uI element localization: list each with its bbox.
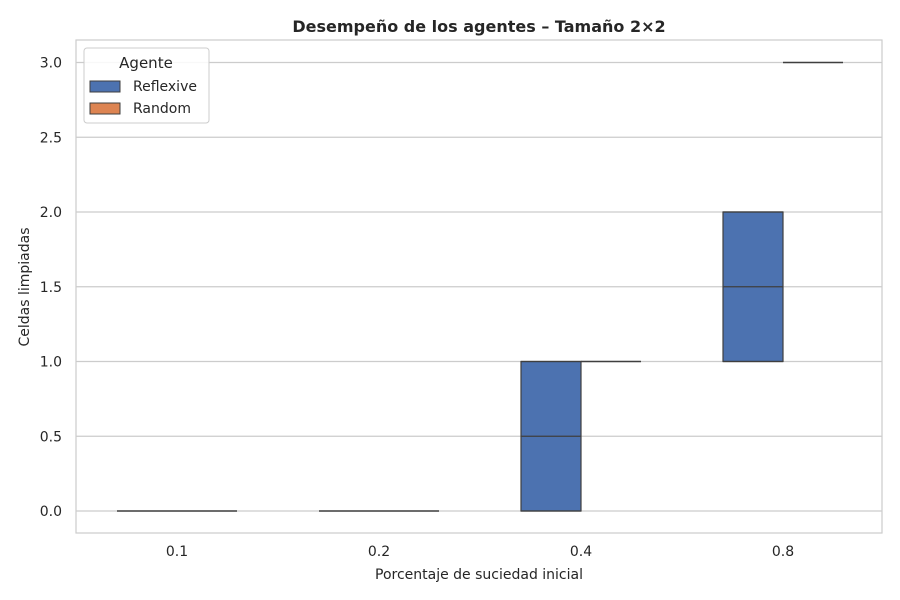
- boxes: [117, 61, 843, 512]
- y-tick-label: 0.0: [40, 504, 62, 520]
- y-axis-label: Celdas limpiadas: [17, 227, 33, 346]
- x-tick-label: 0.8: [772, 544, 794, 560]
- box-reflexive-0.8: [722, 211, 784, 363]
- legend-label-reflexive: Reflexive: [133, 79, 197, 95]
- box-reflexive-0.4: [520, 360, 582, 512]
- x-tick-label: 0.2: [368, 544, 390, 560]
- legend-title: Agente: [119, 54, 173, 72]
- legend-swatch-reflexive: [89, 80, 121, 93]
- y-tick-label: 0.5: [40, 429, 62, 445]
- y-tick-label: 2.0: [40, 205, 62, 221]
- legend-label-random: Random: [133, 101, 191, 117]
- legend: Agente Reflexive Random: [83, 47, 210, 124]
- y-tick-label: 2.5: [40, 130, 62, 146]
- y-tick-label: 1.5: [40, 280, 62, 296]
- y-tick-label: 3.0: [40, 56, 62, 72]
- x-tick-label: 0.1: [166, 544, 188, 560]
- chart-title: Desempeño de los agentes – Tamaño 2×2: [292, 17, 665, 36]
- legend-swatch-random: [89, 102, 121, 115]
- x-axis-label: Porcentaje de suciedad inicial: [375, 567, 583, 583]
- x-tick-labels: 0.1 0.2 0.4 0.8: [166, 544, 794, 560]
- y-tick-labels: 0.0 0.5 1.0 1.5 2.0 2.5 3.0: [40, 56, 62, 521]
- x-tick-label: 0.4: [570, 544, 592, 560]
- y-tick-label: 1.0: [40, 355, 62, 371]
